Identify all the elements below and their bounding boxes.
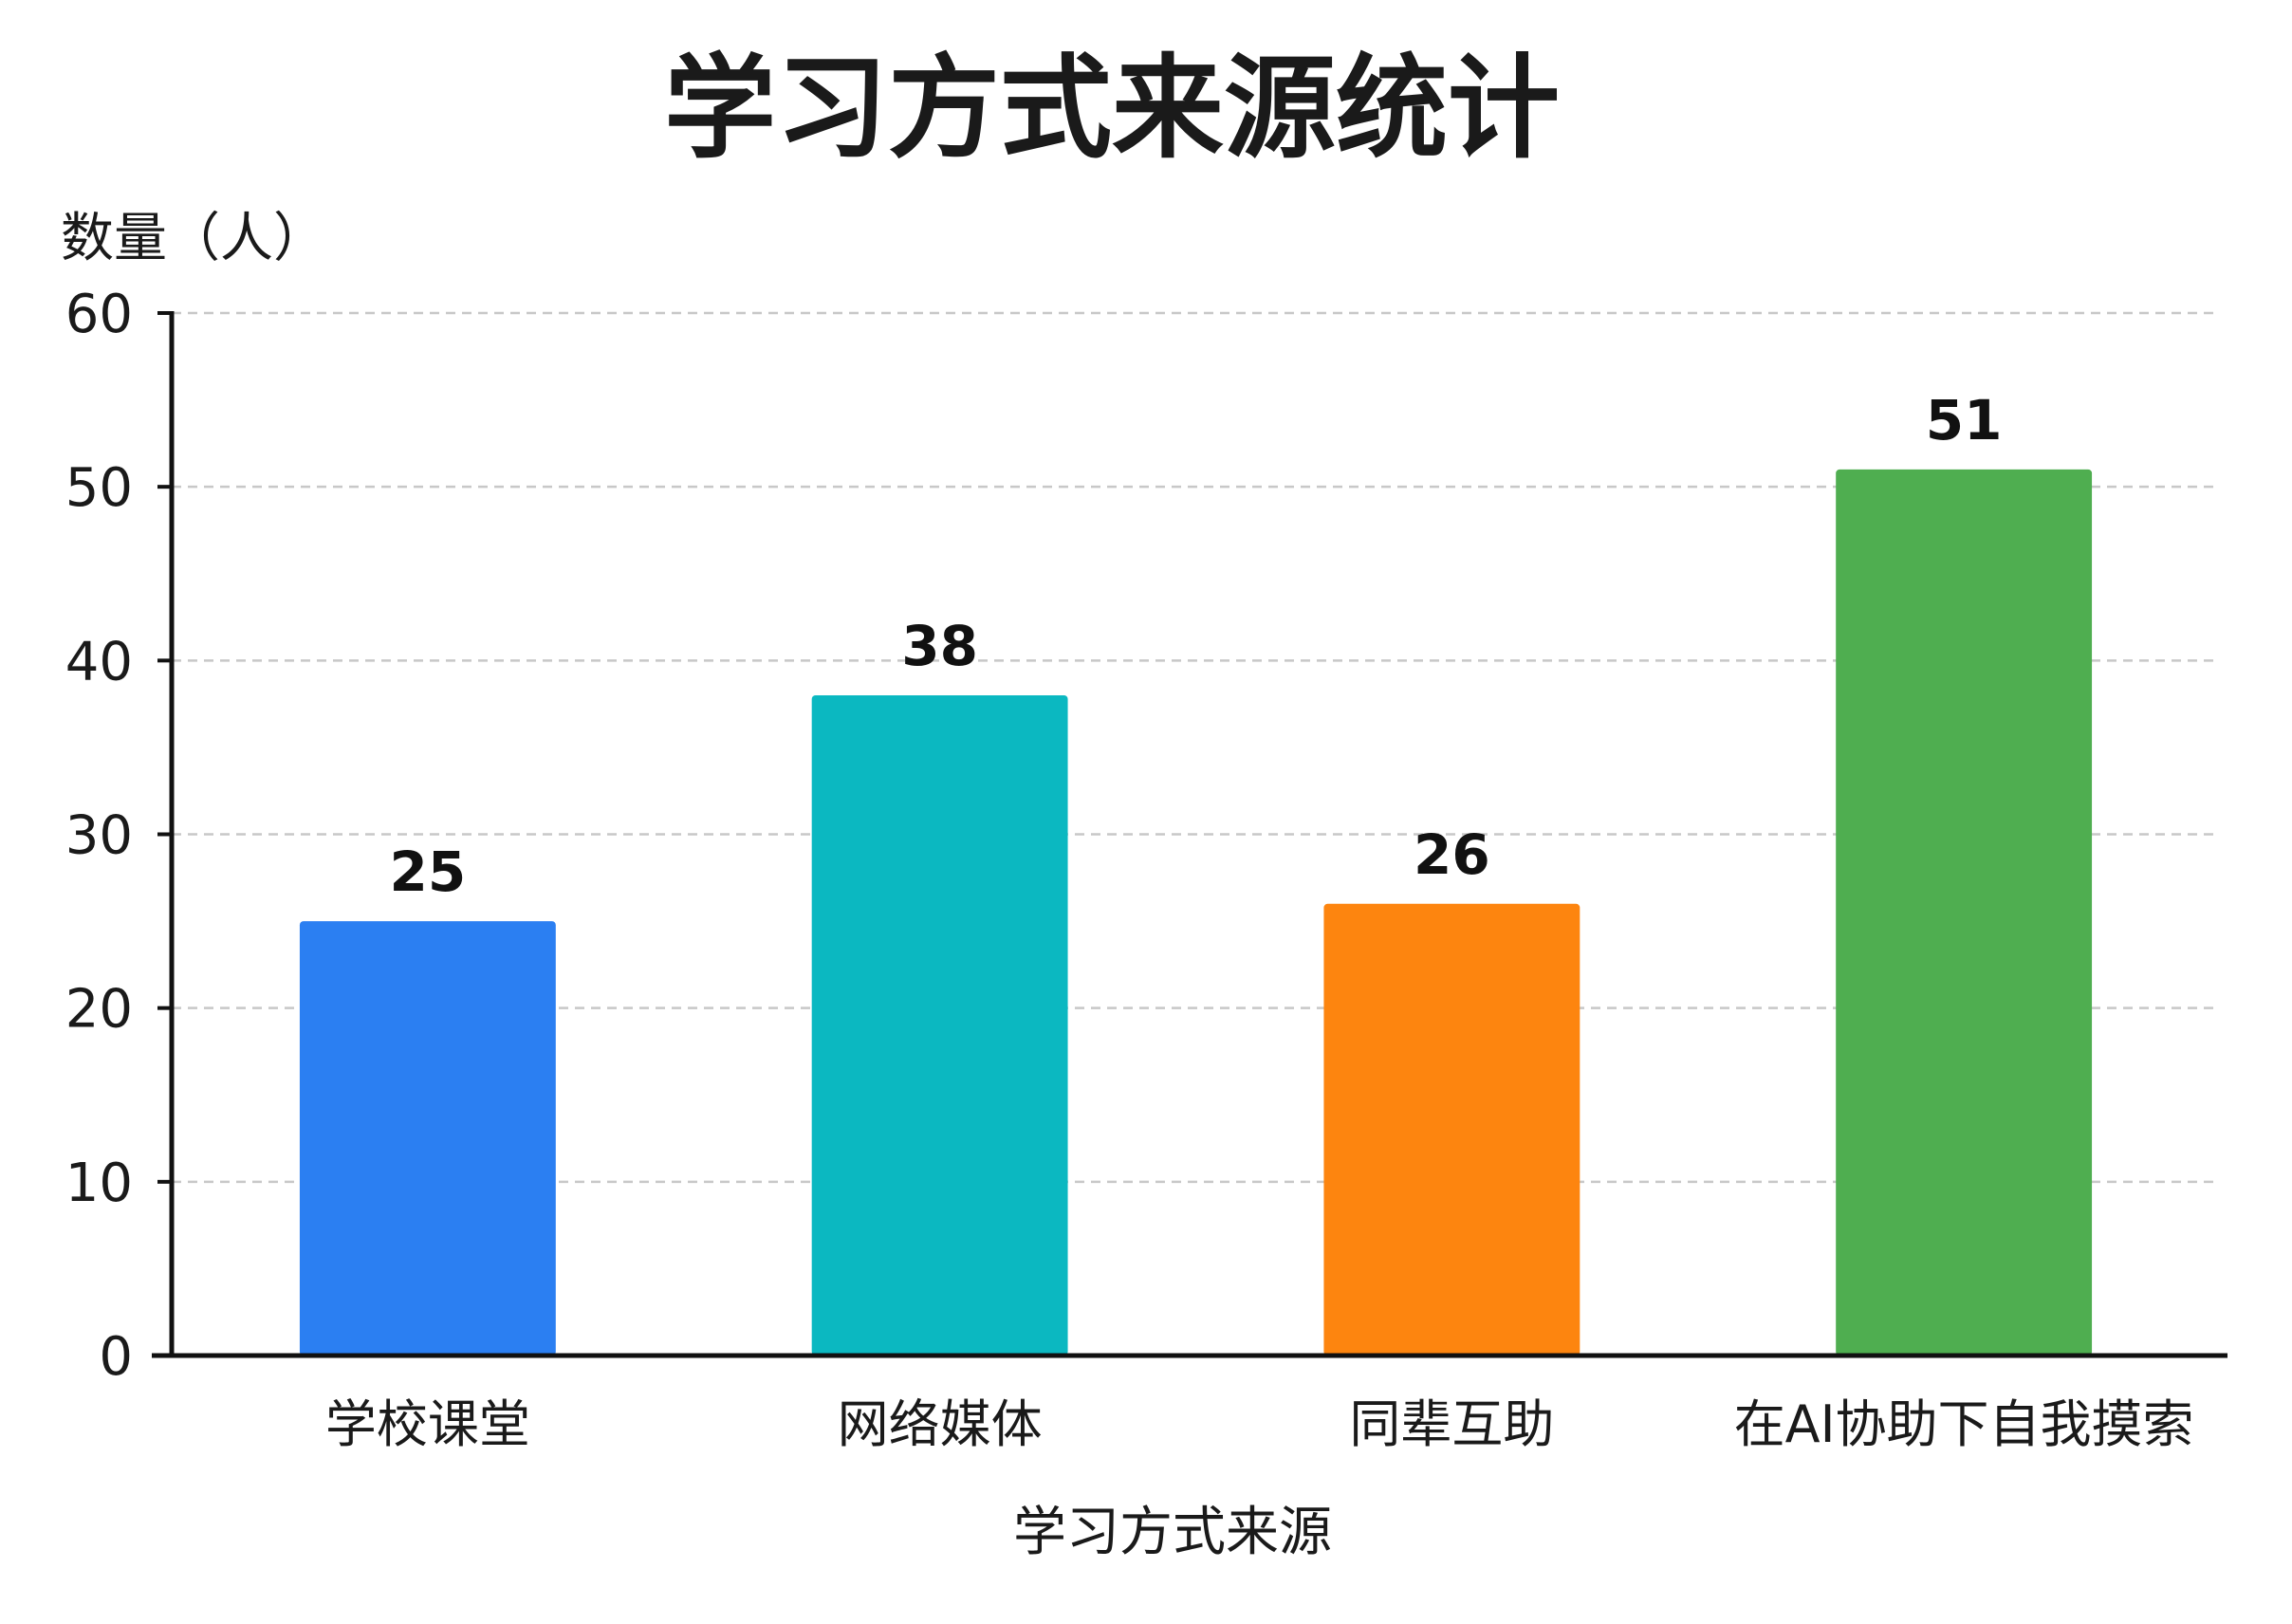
value-label: 26 [1414, 822, 1490, 887]
value-label: 51 [1926, 388, 2003, 452]
x-tick-label: 同辈互助 [1349, 1394, 1554, 1454]
value-label: 38 [901, 614, 978, 678]
y-tick-label: 10 [65, 1153, 133, 1214]
x-tick-label: 网络媒体 [838, 1394, 1043, 1454]
y-tick-label: 20 [65, 979, 133, 1041]
y-tick-label: 60 [65, 284, 133, 345]
y-axis-label: 数量（人） [61, 208, 326, 269]
y-tick-label: 0 [99, 1326, 133, 1388]
bar [1323, 903, 1580, 1356]
x-tick-labels: 学校课堂 网络媒体 同辈互助 在AI协助下自我摸索 [325, 1394, 2194, 1454]
y-tick-label: 50 [65, 457, 133, 519]
x-tick-label: 学校课堂 [325, 1394, 530, 1454]
bars [299, 469, 2093, 1356]
x-tick-label: 在AI协助下自我摸索 [1734, 1394, 2194, 1454]
bar [811, 694, 1068, 1356]
value-label: 25 [390, 840, 467, 904]
bar [1836, 469, 2093, 1356]
chart-title: 学习方式来源统计 [664, 43, 1560, 174]
y-tick-labels: 0 10 20 30 40 50 60 [65, 284, 172, 1388]
y-tick-label: 40 [65, 631, 133, 692]
y-tick-label: 30 [65, 805, 133, 867]
x-axis-label: 学习方式来源 [1013, 1502, 1332, 1563]
value-labels: 25 38 26 51 [390, 388, 2003, 904]
bar [299, 921, 556, 1356]
